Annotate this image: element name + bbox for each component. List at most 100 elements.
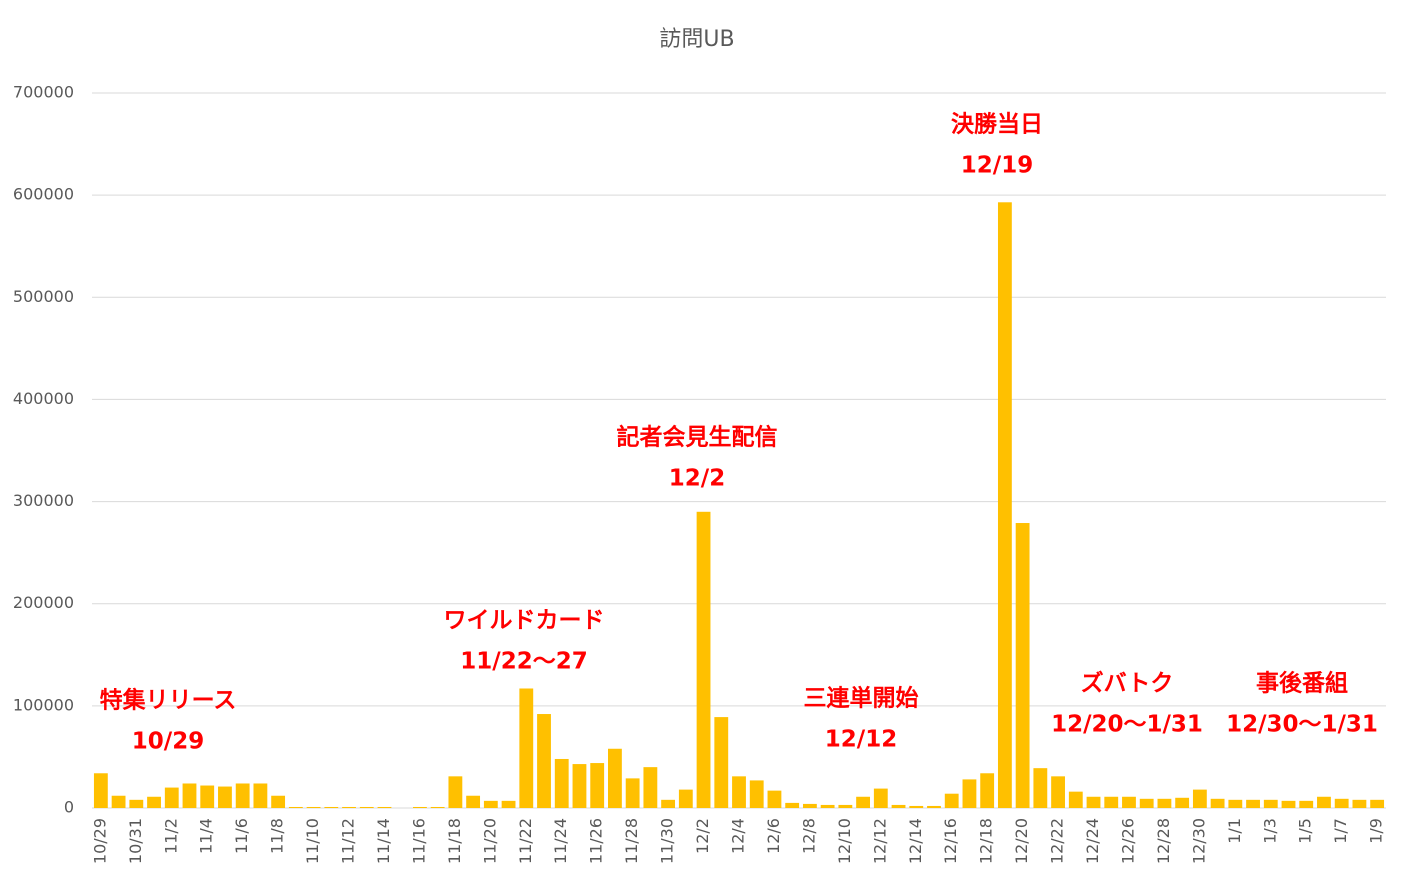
x-tick-label: 11/20 bbox=[480, 818, 499, 864]
y-tick-label: 600000 bbox=[13, 185, 74, 204]
x-tick-label: 1/9 bbox=[1367, 818, 1386, 844]
annotation: 12/20〜1/31 bbox=[1051, 712, 1203, 738]
bar bbox=[1086, 796, 1101, 808]
x-tick-label: 11/16 bbox=[409, 818, 428, 864]
bar bbox=[714, 717, 729, 808]
annotation: 12/19 bbox=[961, 153, 1033, 179]
x-tick-label: 12/18 bbox=[977, 818, 996, 864]
x-tick-label: 10/31 bbox=[126, 818, 145, 864]
chart-title: 訪問UB bbox=[659, 27, 734, 52]
bar bbox=[342, 806, 356, 808]
bar bbox=[129, 799, 144, 808]
bar bbox=[235, 783, 250, 808]
x-tick-label: 1/1 bbox=[1225, 818, 1244, 844]
bar bbox=[802, 803, 817, 808]
x-tick-label: 11/10 bbox=[303, 818, 322, 864]
x-tick-label: 12/28 bbox=[1154, 818, 1173, 864]
bar bbox=[483, 800, 498, 808]
bar bbox=[785, 802, 800, 808]
bar bbox=[324, 806, 339, 808]
y-tick-label: 400000 bbox=[13, 389, 74, 408]
bar bbox=[1033, 768, 1048, 808]
annotation: 記者会見生配信 bbox=[617, 424, 778, 451]
bar bbox=[448, 776, 463, 808]
bar bbox=[501, 800, 516, 808]
bar bbox=[590, 763, 605, 808]
bar bbox=[962, 779, 977, 808]
bar bbox=[288, 806, 303, 808]
bar bbox=[1352, 799, 1367, 808]
bar bbox=[1175, 797, 1190, 808]
bar bbox=[253, 783, 268, 808]
y-tick-label: 100000 bbox=[13, 695, 74, 714]
bar bbox=[1263, 799, 1278, 808]
x-tick-label: 12/8 bbox=[799, 818, 818, 854]
bar bbox=[537, 714, 551, 808]
x-tick-label: 11/2 bbox=[161, 818, 180, 854]
bar bbox=[732, 776, 746, 808]
x-tick-label: 12/20 bbox=[1012, 818, 1031, 864]
bar bbox=[1157, 798, 1172, 808]
annotation: ワイルドカード bbox=[444, 608, 605, 634]
y-tick-label: 300000 bbox=[13, 491, 74, 510]
annotation: 11/22〜27 bbox=[460, 649, 587, 675]
bar bbox=[749, 780, 764, 808]
bar bbox=[200, 785, 215, 808]
annotation: 事後番組 bbox=[1256, 670, 1348, 697]
x-tick-label: 11/12 bbox=[339, 818, 358, 864]
bar bbox=[218, 786, 232, 808]
bar bbox=[997, 202, 1012, 809]
x-tick-label: 11/8 bbox=[268, 818, 287, 854]
x-tick-label: 12/24 bbox=[1083, 818, 1102, 864]
bar bbox=[625, 778, 640, 808]
bar bbox=[1192, 789, 1207, 808]
bar bbox=[820, 804, 835, 808]
bar bbox=[1246, 799, 1260, 808]
annotation: 特集リリース bbox=[100, 687, 237, 714]
bar bbox=[838, 804, 853, 808]
bar bbox=[164, 787, 179, 808]
y-tick-label: 200000 bbox=[13, 593, 74, 612]
bar bbox=[767, 790, 782, 808]
x-tick-label: 12/6 bbox=[764, 818, 783, 854]
x-tick-label: 10/29 bbox=[90, 818, 109, 864]
x-tick-label: 11/14 bbox=[374, 818, 393, 864]
bar bbox=[306, 806, 321, 808]
x-tick-label: 11/22 bbox=[516, 818, 535, 864]
bar bbox=[430, 806, 445, 808]
bar bbox=[909, 805, 924, 808]
annotation: 三連単開始 bbox=[804, 685, 919, 712]
bar bbox=[696, 511, 711, 808]
x-tick-label: 1/3 bbox=[1260, 818, 1279, 844]
x-tick-label: 11/18 bbox=[445, 818, 464, 864]
bar bbox=[466, 795, 481, 808]
bar bbox=[661, 799, 676, 808]
y-tick-label: 0 bbox=[64, 798, 74, 817]
x-tick-label: 11/26 bbox=[587, 818, 606, 864]
x-tick-label: 11/4 bbox=[197, 818, 216, 854]
bar bbox=[1139, 798, 1154, 808]
annotation: ズバトク bbox=[1081, 670, 1174, 697]
bar bbox=[519, 688, 534, 808]
annotation: 12/30〜1/31 bbox=[1226, 712, 1378, 738]
bar bbox=[1015, 523, 1030, 808]
x-tick-label: 11/28 bbox=[622, 818, 641, 864]
x-tick-label: 12/22 bbox=[1048, 818, 1067, 864]
x-tick-label: 12/14 bbox=[906, 818, 925, 864]
bar bbox=[891, 804, 906, 808]
bar bbox=[111, 795, 126, 808]
bar bbox=[1210, 798, 1225, 808]
bar bbox=[643, 767, 658, 808]
bar bbox=[1299, 800, 1314, 808]
bar bbox=[1228, 799, 1243, 808]
y-tick-label: 500000 bbox=[13, 287, 74, 306]
x-tick-label: 11/30 bbox=[658, 818, 677, 864]
bar bbox=[1068, 791, 1083, 808]
bar bbox=[856, 796, 870, 808]
bar bbox=[1104, 796, 1119, 808]
bar bbox=[1281, 800, 1296, 808]
bar bbox=[1122, 796, 1136, 808]
x-tick-label: 1/7 bbox=[1331, 818, 1350, 844]
x-tick-label: 12/2 bbox=[693, 818, 712, 854]
